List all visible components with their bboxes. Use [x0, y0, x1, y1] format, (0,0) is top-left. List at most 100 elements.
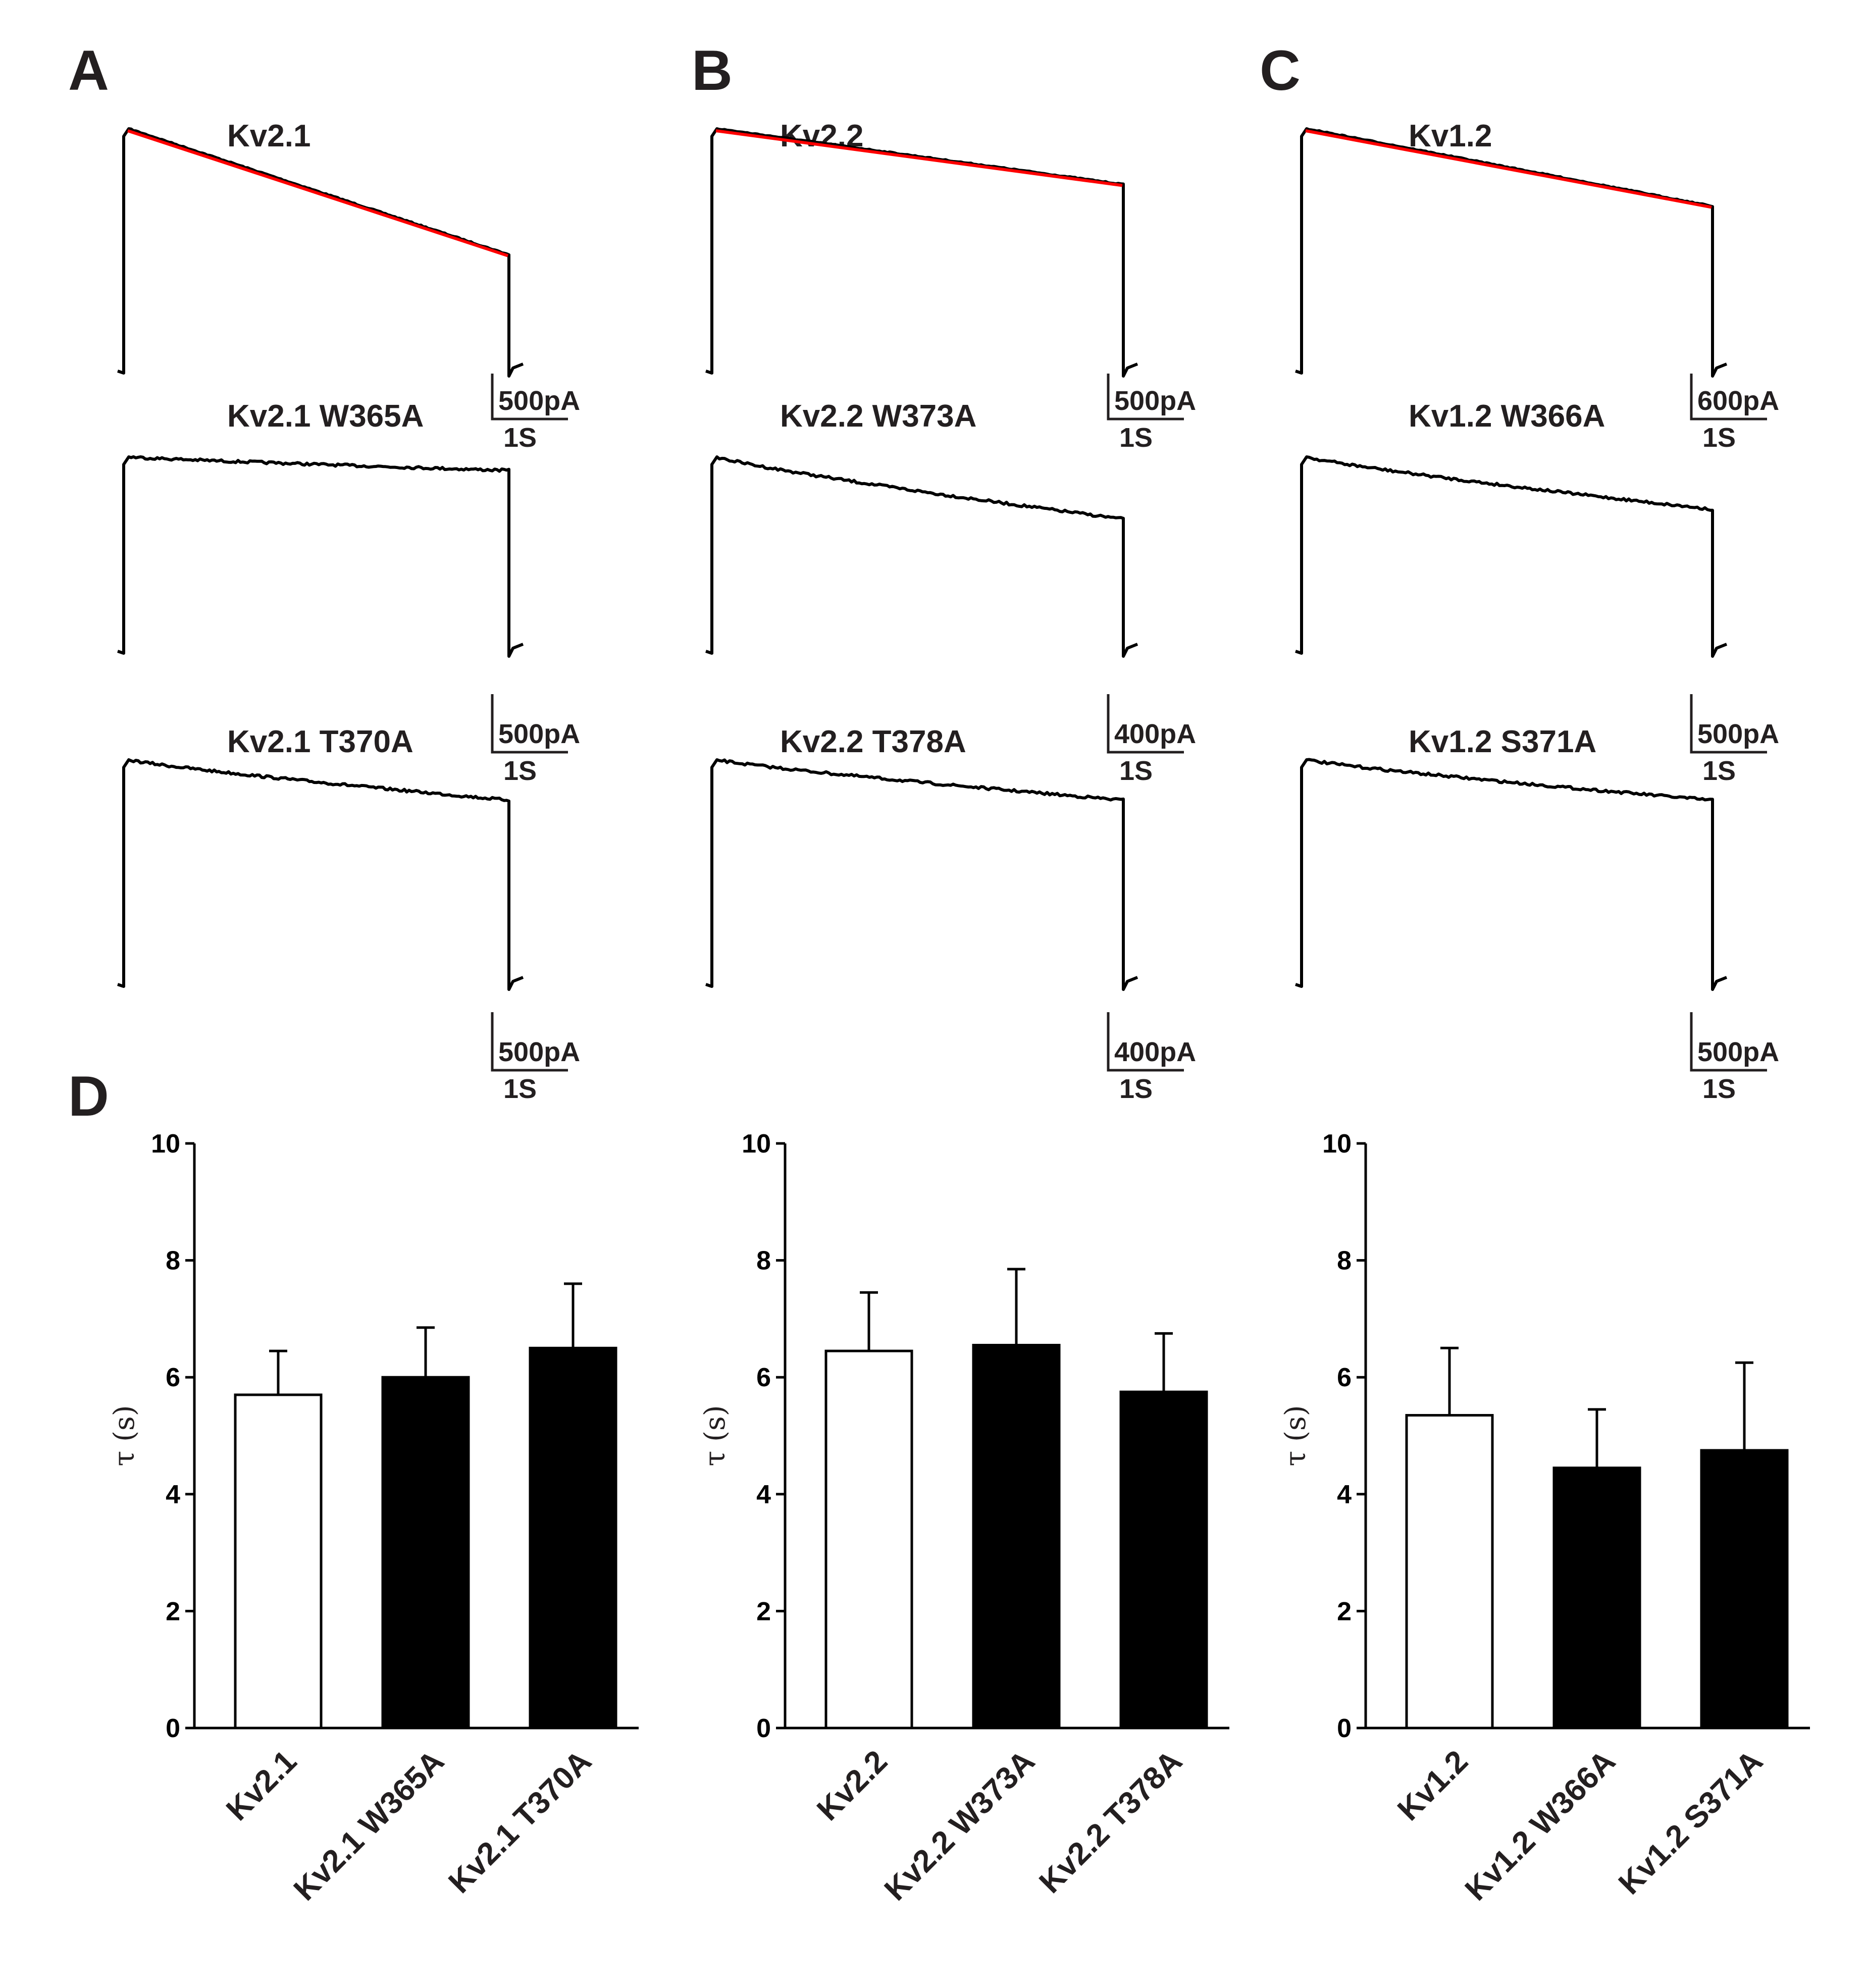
scale-bar-time-label: 1S	[1702, 1074, 1736, 1104]
category-label: Kv2.2 T378A	[1032, 1744, 1189, 1900]
bar-kv2-1	[234, 1393, 323, 1730]
current-trace	[117, 455, 524, 658]
bar-kv2-2	[824, 1349, 913, 1730]
category-label: Kv1.2	[1391, 1744, 1475, 1827]
scale-bar-time-label: 1S	[1119, 1074, 1153, 1104]
bar-kv1-2-w366a	[1552, 1467, 1641, 1730]
trace-title: Kv2.1	[227, 119, 310, 153]
exponential-fit-line	[715, 129, 1123, 187]
bar-kv1-2	[1405, 1414, 1494, 1730]
trace-title: Kv2.2 T378A	[780, 724, 966, 759]
current-trace	[705, 455, 1138, 658]
y-tick-label: 8	[756, 1246, 771, 1276]
y-tick-label: 0	[756, 1714, 771, 1743]
trace-panel-c2: Kv1.2 W366A 500pA 1S	[1295, 399, 1779, 786]
y-tick-label: 6	[1337, 1363, 1352, 1392]
trace-title: Kv2.1 T370A	[227, 724, 413, 759]
y-tick-label: 8	[1337, 1246, 1352, 1276]
category-label: Kv2.1 W365A	[287, 1744, 451, 1907]
panel-letter-a: A	[68, 39, 109, 102]
trace-title: Kv1.2	[1409, 119, 1492, 153]
y-tick-label: 2	[756, 1597, 771, 1626]
y-axis-label: τ (s)	[1279, 1405, 1312, 1466]
scale-bar	[491, 1012, 568, 1072]
y-tick-label: 4	[756, 1480, 771, 1509]
exponential-fit-line	[127, 129, 508, 257]
scale-bar-time-label: 1S	[1702, 423, 1736, 453]
bar-kv1-2-s371a	[1700, 1449, 1789, 1730]
scale-bar-current-label: 400pA	[1114, 719, 1196, 749]
exponential-fit-line	[1305, 129, 1712, 209]
current-trace	[117, 758, 524, 991]
scale-bar	[491, 374, 568, 421]
category-label: Kv1.2 W366A	[1459, 1744, 1622, 1907]
scale-bar	[1690, 1012, 1767, 1072]
bar-kv2-1-t370a	[529, 1346, 617, 1730]
bar-kv2-2-t378a	[1119, 1390, 1208, 1730]
trace-title: Kv2.1 W365A	[227, 399, 424, 434]
scale-bar-current-label: 600pA	[1697, 386, 1779, 416]
y-tick-label: 10	[742, 1129, 771, 1159]
bar-kv2-2-w373a	[972, 1344, 1061, 1730]
scale-bar-current-label: 500pA	[498, 1037, 580, 1067]
scale-bar	[1107, 694, 1184, 754]
current-trace	[1295, 455, 1728, 658]
trace-panel-c1: Kv1.2 600pA 1S	[1295, 119, 1779, 453]
y-tick-label: 2	[1337, 1597, 1352, 1626]
y-tick-label: 6	[166, 1363, 180, 1392]
scale-bar-time-label: 1S	[1702, 756, 1736, 786]
trace-panel-c3: Kv1.2 S371A 500pA 1S	[1295, 724, 1779, 1104]
trace-panel-a1: Kv2.1 500pA 1S	[117, 119, 580, 453]
scale-bar	[491, 694, 568, 754]
y-tick-label: 4	[1337, 1480, 1352, 1509]
trace-panel-a2: Kv2.1 W365A 500pA 1S	[117, 399, 580, 786]
y-tick-label: 2	[166, 1597, 180, 1626]
scale-bar	[1690, 374, 1767, 421]
y-tick-label: 4	[166, 1480, 180, 1509]
panel-letter-d: D	[68, 1065, 109, 1128]
current-trace	[705, 127, 1138, 378]
trace-title: Kv1.2 S371A	[1409, 724, 1596, 759]
current-trace	[117, 127, 524, 378]
category-label: Kv2.1 T370A	[442, 1744, 598, 1900]
trace-title: Kv2.2 W373A	[780, 399, 976, 434]
y-tick-label: 0	[1337, 1714, 1352, 1743]
trace-panel-b2: Kv2.2 W373A 400pA 1S	[705, 399, 1196, 786]
scale-bar-time-label: 1S	[503, 756, 537, 786]
scale-bar-current-label: 400pA	[1114, 1037, 1196, 1067]
category-label: Kv2.2 W373A	[878, 1744, 1042, 1907]
current-trace	[1295, 127, 1728, 378]
trace-panel-a3: Kv2.1 T370A 500pA 1S	[117, 724, 580, 1104]
scale-bar	[1107, 374, 1184, 421]
category-label: Kv2.2	[810, 1744, 894, 1827]
panel-letter-c: C	[1260, 39, 1301, 102]
scale-bar	[1690, 694, 1767, 754]
panel-letter-b: B	[692, 39, 733, 102]
category-label: Kv2.1	[220, 1744, 303, 1827]
category-label: Kv1.2 S371A	[1612, 1744, 1770, 1901]
trace-panel-b3: Kv2.2 T378A 400pA 1S	[705, 724, 1196, 1104]
scale-bar-time-label: 1S	[1119, 423, 1153, 453]
current-trace	[1295, 758, 1728, 991]
scale-bar-current-label: 500pA	[498, 386, 580, 416]
scale-bar	[1107, 1012, 1184, 1072]
scale-bar-current-label: 500pA	[498, 719, 580, 749]
scale-bar-time-label: 1S	[503, 1074, 537, 1104]
y-tick-label: 0	[166, 1714, 180, 1743]
y-tick-label: 8	[166, 1246, 180, 1276]
trace-title: Kv1.2 W366A	[1409, 399, 1605, 434]
scale-bar-time-label: 1S	[503, 423, 537, 453]
scale-bar-current-label: 500pA	[1697, 1037, 1779, 1067]
y-tick-label: 6	[756, 1363, 771, 1392]
y-tick-label: 10	[1322, 1129, 1352, 1159]
scale-bar-current-label: 500pA	[1697, 719, 1779, 749]
y-axis-label: τ (s)	[699, 1405, 732, 1466]
